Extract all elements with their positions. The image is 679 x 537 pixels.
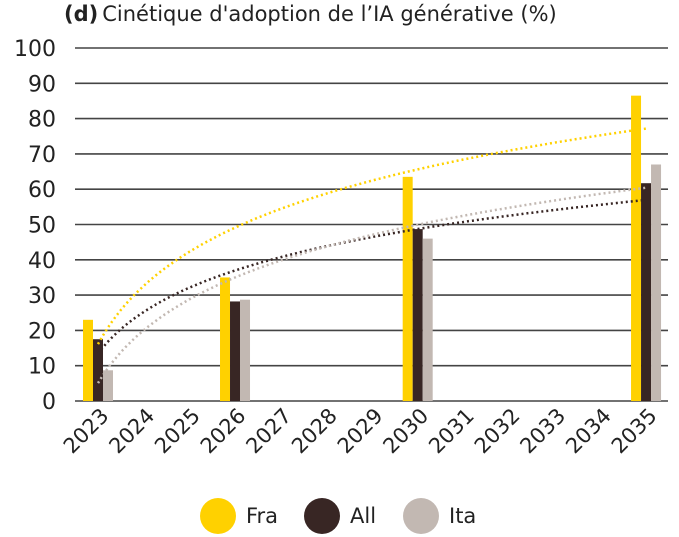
bar-ita-2023 xyxy=(103,370,113,401)
x-tick-label: 2028 xyxy=(287,404,342,459)
x-tick-label: 2031 xyxy=(424,404,479,459)
bar-all-2030 xyxy=(412,229,423,401)
x-tick-label: 2023 xyxy=(59,404,114,459)
y-tick-label: 10 xyxy=(28,355,56,380)
y-tick-label: 40 xyxy=(28,249,56,274)
legend-label: All xyxy=(350,504,377,528)
legend-swatch-all xyxy=(304,498,340,534)
chart-title: (d) Cinétique d'adoption de l’IA générati… xyxy=(64,2,557,26)
legend-label: Ita xyxy=(449,504,477,528)
x-tick-label: 2033 xyxy=(515,404,570,459)
bar-all-2023 xyxy=(93,339,103,401)
bar-all-2035 xyxy=(641,183,652,401)
x-tick-label: 2029 xyxy=(333,404,388,459)
bar-all-2026 xyxy=(230,301,241,401)
x-tick-label: 2025 xyxy=(150,404,205,459)
x-tick-label: 2026 xyxy=(196,404,251,459)
y-tick-label: 100 xyxy=(14,37,56,62)
trendline-fra xyxy=(96,127,647,345)
chart-plot: 0102030405060708090100202320242025202620… xyxy=(14,37,668,459)
legend-swatch-ita xyxy=(403,498,439,534)
y-tick-label: 90 xyxy=(28,72,56,97)
x-tick-label: 2027 xyxy=(241,404,296,459)
bar-fra-2026 xyxy=(220,277,231,401)
y-tick-label: 80 xyxy=(28,108,56,133)
bar-ita-2026 xyxy=(240,299,251,401)
chart-title-text: Cinétique d'adoption de l’IA générative … xyxy=(102,2,557,26)
trendline-ita xyxy=(96,186,647,384)
bar-ita-2030 xyxy=(422,238,433,401)
legend-item-ita: Ita xyxy=(403,498,476,534)
y-tick-label: 0 xyxy=(42,390,56,415)
legend-swatch-fra xyxy=(200,498,236,534)
bar-ita-2035 xyxy=(651,164,662,401)
y-tick-label: 20 xyxy=(28,319,56,344)
y-tick-label: 70 xyxy=(28,143,56,168)
panel-label: (d) xyxy=(64,2,99,26)
x-tick-label: 2035 xyxy=(607,404,662,459)
legend-item-all: All xyxy=(304,498,376,534)
x-tick-label: 2034 xyxy=(561,404,616,459)
bar-fra-2030 xyxy=(402,176,413,401)
x-tick-label: 2024 xyxy=(104,404,159,459)
x-tick-label: 2032 xyxy=(470,404,525,459)
bar-fra-2035 xyxy=(631,95,642,401)
y-tick-label: 30 xyxy=(28,284,56,309)
y-tick-label: 60 xyxy=(28,178,56,203)
bar-fra-2023 xyxy=(83,319,93,401)
x-tick-label: 2030 xyxy=(378,404,433,459)
legend-label: Fra xyxy=(246,504,279,528)
y-tick-label: 50 xyxy=(28,214,56,239)
legend-item-fra: Fra xyxy=(200,498,278,534)
